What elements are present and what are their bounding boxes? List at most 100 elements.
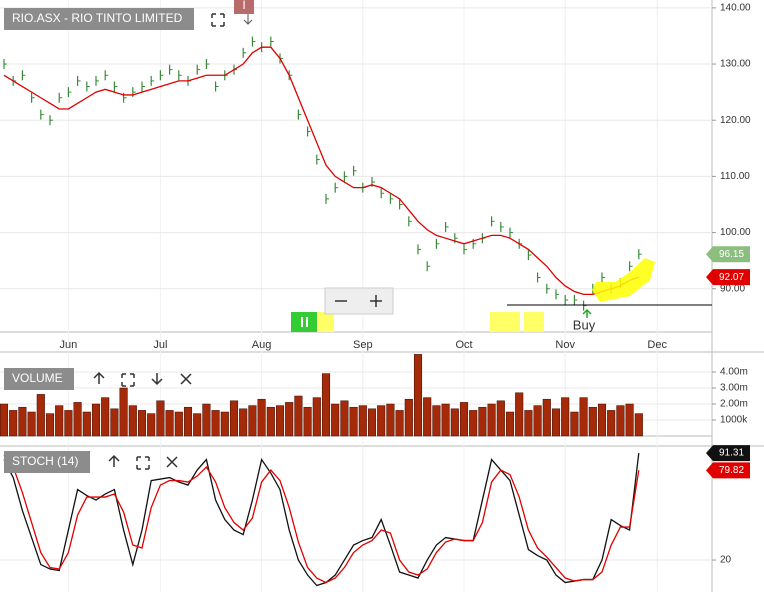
x-tick-label: Aug bbox=[252, 339, 272, 351]
volume-bar bbox=[174, 411, 183, 437]
y-tick-label: 4.00m bbox=[720, 367, 748, 378]
event-marker[interactable] bbox=[291, 312, 317, 332]
volume-bar bbox=[82, 411, 91, 437]
volume-bar bbox=[110, 408, 119, 437]
event-marker[interactable] bbox=[234, 0, 254, 14]
panel-label: VOLUME bbox=[12, 371, 63, 385]
volume-bar bbox=[542, 398, 551, 437]
panel-label: STOCH (14) bbox=[12, 454, 78, 468]
event-marker[interactable] bbox=[524, 312, 544, 332]
close-icon[interactable] bbox=[180, 373, 192, 385]
series-line bbox=[3, 453, 640, 587]
volume-bar bbox=[27, 411, 36, 437]
volume-bar bbox=[257, 398, 266, 437]
volume-bar bbox=[45, 413, 55, 437]
x-tick-label: Oct bbox=[455, 339, 472, 351]
volume-bar bbox=[266, 406, 275, 437]
volume-bar bbox=[505, 411, 515, 437]
volume-bar bbox=[579, 397, 588, 437]
volume-bar bbox=[524, 410, 533, 437]
volume-bar bbox=[478, 406, 487, 437]
volume-bar bbox=[275, 405, 285, 437]
volume-bar bbox=[358, 405, 367, 437]
volume-bar bbox=[220, 411, 229, 437]
event-icon bbox=[301, 317, 308, 327]
volume-bar bbox=[331, 403, 340, 437]
expand-icon[interactable] bbox=[121, 373, 135, 387]
panel-label-box bbox=[4, 451, 90, 473]
volume-bar bbox=[18, 406, 27, 437]
event-label: I bbox=[242, 0, 245, 12]
volume-bar bbox=[312, 397, 321, 437]
value-tags: 96.15 92.07 91.31 79.82 bbox=[706, 246, 750, 479]
series-line bbox=[3, 454, 640, 584]
value-tag bbox=[706, 246, 750, 263]
y-tick-label: 3.00m bbox=[720, 383, 748, 394]
volume-bar bbox=[101, 397, 110, 437]
volume-bar bbox=[423, 397, 432, 437]
event-marker[interactable] bbox=[318, 312, 334, 332]
volume-bar bbox=[55, 405, 64, 437]
volume-bar bbox=[91, 403, 101, 437]
volume-bar bbox=[248, 405, 257, 437]
volume-bar bbox=[211, 410, 220, 437]
volume-bar bbox=[147, 413, 156, 437]
volume-bar bbox=[128, 405, 137, 437]
volume-bar bbox=[239, 408, 248, 437]
volume-bar bbox=[496, 400, 505, 437]
volume-bar bbox=[64, 410, 73, 437]
y-tick-label: 100.00 bbox=[720, 227, 751, 238]
volume-bar bbox=[137, 410, 147, 437]
volume-bar bbox=[634, 413, 643, 437]
event-marker[interactable] bbox=[490, 312, 520, 332]
x-tick-label: Jul bbox=[153, 339, 167, 351]
volume-bar bbox=[377, 405, 386, 437]
move-down[interactable] bbox=[151, 373, 163, 386]
move-up[interactable] bbox=[93, 371, 105, 384]
x-tick-label: Nov bbox=[555, 339, 575, 351]
close-icon[interactable] bbox=[166, 456, 178, 468]
y-tick-label: 20 bbox=[720, 555, 732, 566]
volume-bar bbox=[413, 354, 423, 437]
volume-bar bbox=[551, 408, 561, 437]
volume-bar bbox=[36, 394, 45, 437]
value-tag bbox=[706, 269, 750, 286]
y-tick-label: 90.00 bbox=[720, 283, 745, 294]
volume-bar bbox=[616, 405, 625, 437]
move-up[interactable] bbox=[108, 454, 120, 467]
value-tag-label: 79.82 bbox=[719, 465, 744, 476]
volume-bar bbox=[285, 402, 294, 437]
volume-bar bbox=[469, 410, 478, 437]
zoom-in[interactable] bbox=[370, 295, 382, 307]
y-tick-label: 2.00m bbox=[720, 399, 748, 410]
volume-bar bbox=[202, 403, 211, 437]
expand-icon[interactable] bbox=[211, 13, 225, 27]
volume-bar bbox=[303, 406, 312, 437]
volume-bar bbox=[193, 413, 202, 437]
volume-bar bbox=[349, 406, 358, 437]
volume-bar bbox=[386, 403, 395, 437]
volume-bar bbox=[607, 410, 616, 437]
title-box bbox=[4, 8, 194, 30]
volume-bar bbox=[515, 392, 524, 437]
volume-bar bbox=[156, 400, 165, 437]
y-tick-label: 1000k bbox=[720, 415, 748, 426]
volume-bar bbox=[367, 408, 377, 437]
volume-bar bbox=[533, 405, 542, 437]
volume-bar bbox=[294, 395, 303, 437]
volume-bar bbox=[321, 373, 331, 437]
volume-bar bbox=[432, 405, 441, 437]
buy-arrow bbox=[582, 308, 592, 318]
volume-bar bbox=[441, 403, 450, 437]
expand-icon[interactable] bbox=[136, 456, 150, 470]
volume-bar bbox=[165, 410, 174, 437]
volume-bar bbox=[73, 402, 82, 437]
volume-bar bbox=[487, 403, 496, 437]
y-tick-label: 120.00 bbox=[720, 115, 751, 126]
panel-label-box bbox=[4, 368, 74, 390]
volume-bar bbox=[588, 406, 597, 437]
volume-bar bbox=[0, 403, 9, 437]
value-tag-label: 96.15 bbox=[719, 249, 744, 260]
volume-bar bbox=[450, 408, 459, 437]
volume-bar bbox=[395, 410, 404, 437]
